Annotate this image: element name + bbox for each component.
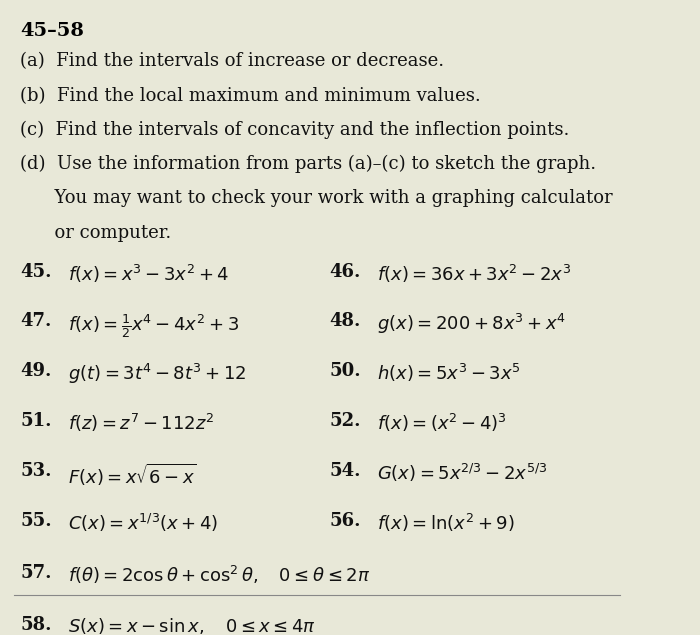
Text: $h(x) = 5x^3 - 3x^5$: $h(x) = 5x^3 - 3x^5$ xyxy=(377,362,520,384)
Text: (d)  Use the information from parts (a)–(c) to sketch the graph.: (d) Use the information from parts (a)–(… xyxy=(20,155,596,173)
Text: $G(x) = 5x^{2/3} - 2x^{5/3}$: $G(x) = 5x^{2/3} - 2x^{5/3}$ xyxy=(377,462,547,484)
Text: 45–58: 45–58 xyxy=(20,22,84,41)
Text: or computer.: or computer. xyxy=(20,224,172,241)
Text: 54.: 54. xyxy=(330,462,361,480)
Text: 46.: 46. xyxy=(330,262,360,281)
Text: $f(x) = x^3 - 3x^2 + 4$: $f(x) = x^3 - 3x^2 + 4$ xyxy=(68,262,229,284)
Text: $S(x) = x - \sin x, \quad 0 \leq x \leq 4\pi$: $S(x) = x - \sin x, \quad 0 \leq x \leq … xyxy=(68,617,316,635)
Text: $f(x) = 36x + 3x^2 - 2x^3$: $f(x) = 36x + 3x^2 - 2x^3$ xyxy=(377,262,571,284)
Text: 47.: 47. xyxy=(20,312,52,330)
Text: 52.: 52. xyxy=(330,412,361,430)
Text: $f(x) = (x^2 - 4)^3$: $f(x) = (x^2 - 4)^3$ xyxy=(377,412,507,434)
Text: (c)  Find the intervals of concavity and the inflection points.: (c) Find the intervals of concavity and … xyxy=(20,121,570,139)
Text: 45.: 45. xyxy=(20,262,52,281)
Text: (b)  Find the local maximum and minimum values.: (b) Find the local maximum and minimum v… xyxy=(20,86,481,105)
Text: 58.: 58. xyxy=(20,617,52,634)
Text: 51.: 51. xyxy=(20,412,52,430)
Text: $F(x) = x\sqrt{6 - x}$: $F(x) = x\sqrt{6 - x}$ xyxy=(68,462,197,488)
Text: 56.: 56. xyxy=(330,512,361,530)
Text: You may want to check your work with a graphing calculator: You may want to check your work with a g… xyxy=(20,189,613,207)
Text: 49.: 49. xyxy=(20,362,52,380)
Text: (a)  Find the intervals of increase or decrease.: (a) Find the intervals of increase or de… xyxy=(20,53,444,70)
Text: 57.: 57. xyxy=(20,564,52,582)
Text: $f(z) = z^7 - 112z^2$: $f(z) = z^7 - 112z^2$ xyxy=(68,412,214,434)
Text: 53.: 53. xyxy=(20,462,52,480)
Text: 50.: 50. xyxy=(330,362,361,380)
Text: $C(x) = x^{1/3}(x + 4)$: $C(x) = x^{1/3}(x + 4)$ xyxy=(68,512,218,534)
Text: $f(x) = \frac{1}{2}x^4 - 4x^2 + 3$: $f(x) = \frac{1}{2}x^4 - 4x^2 + 3$ xyxy=(68,312,239,340)
Text: $f(x) = \ln(x^2 + 9)$: $f(x) = \ln(x^2 + 9)$ xyxy=(377,512,514,534)
Text: $g(x) = 200 + 8x^3 + x^4$: $g(x) = 200 + 8x^3 + x^4$ xyxy=(377,312,566,337)
Text: 48.: 48. xyxy=(330,312,360,330)
Text: $g(t) = 3t^4 - 8t^3 + 12$: $g(t) = 3t^4 - 8t^3 + 12$ xyxy=(68,362,246,386)
Text: $f(\theta) = 2\cos\theta + \cos^2\theta, \quad 0 \leq \theta \leq 2\pi$: $f(\theta) = 2\cos\theta + \cos^2\theta,… xyxy=(68,564,370,586)
Text: 55.: 55. xyxy=(20,512,52,530)
